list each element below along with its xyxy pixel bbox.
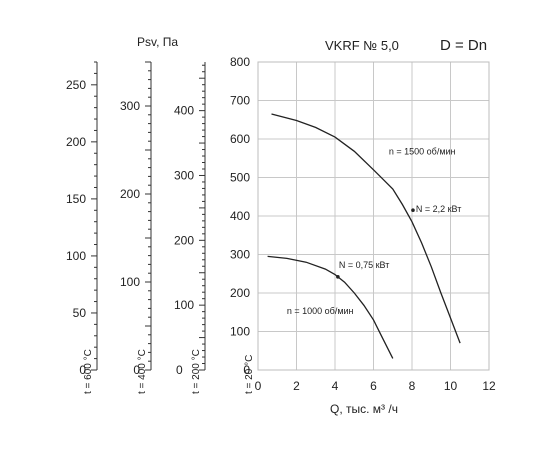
temperature-axis-tick-label: 200	[174, 233, 194, 247]
y-tick-label: 800	[230, 55, 250, 69]
series	[267, 113, 461, 359]
grid	[257, 61, 490, 371]
x-tick-label: 10	[444, 379, 458, 393]
temperature-axis-tick-label: 100	[120, 275, 140, 289]
temperature-axis-tick-label: 0	[133, 363, 140, 377]
y-tick-label: 100	[230, 325, 250, 339]
x-axis: 0 2 4 6 8 10 12	[255, 379, 496, 393]
x-tick-label: 12	[482, 379, 496, 393]
plot-area: 0 2 4 6 8 10 12 0 100 200 300 400 500 600 700 800 n = …	[230, 55, 496, 393]
annotation-label: N = 0,75 кВт	[339, 260, 390, 270]
temperature-axis-tick-label: 200	[120, 187, 140, 201]
y-axis: 0 100 200 300 400 500 600 700 800	[230, 55, 250, 377]
temperature-axis-tick-label: 250	[66, 78, 86, 92]
x-tick-label: 4	[332, 379, 339, 393]
y-tick-label: 0	[243, 363, 250, 377]
series-line-1	[271, 113, 461, 344]
y-tick-label: 500	[230, 171, 250, 185]
x-tick-label: 2	[293, 379, 300, 393]
y-tick-label: 600	[230, 132, 250, 146]
temperature-axis-tick-label: 50	[73, 306, 87, 320]
temperature-axis-tick-label: 0	[79, 363, 86, 377]
y-tick-label: 400	[230, 209, 250, 223]
temperature-axis-tick-label: 400	[174, 104, 194, 118]
annotation-label: N = 2,2 кВт	[416, 204, 462, 214]
y-tick-label: 300	[230, 248, 250, 262]
chart-subtitle: D = Dn	[440, 37, 487, 54]
chart-title: VKRF № 5,0	[325, 38, 399, 53]
temperature-axis-tick-label: 300	[120, 99, 140, 113]
temperature-axis-label: t = 600 °C	[83, 349, 94, 394]
temperature-axis-tick-label: 100	[174, 298, 194, 312]
annotation-label: n = 1000 об/мин	[287, 306, 354, 316]
power-marker	[336, 275, 340, 279]
temperature-axis-tick-label: 150	[66, 192, 86, 206]
power-marker	[411, 208, 415, 213]
temperature-axis-tick-label: 100	[66, 249, 86, 263]
x-tick-label: 8	[409, 379, 416, 393]
temperature-axis-tick-label: 300	[174, 168, 194, 182]
x-tick-label: 0	[255, 379, 262, 393]
temperature-axis-label: t = 400 °C	[137, 349, 148, 394]
temperature-axis-label: t = 20 °C	[244, 355, 255, 394]
x-tick-label: 6	[370, 379, 377, 393]
temperature-axis-label: t = 200 °C	[191, 349, 202, 394]
temperature-axis-tick-label: 0	[176, 363, 183, 377]
series-line-2	[267, 255, 394, 359]
annotation-label: n = 1500 об/мин	[389, 146, 456, 156]
y-tick-label: 200	[230, 286, 250, 300]
annotations: n = 1500 об/мин N = 2,2 кВт N = 0,75 кВт n …	[287, 146, 462, 316]
temperature-axis-tick-label: 200	[66, 135, 86, 149]
plot-frame	[257, 61, 490, 371]
y-axis-label: Psv, Па	[137, 35, 178, 49]
x-axis-label: Q, тыс. м³ /ч	[330, 402, 398, 416]
y-tick-label: 700	[230, 94, 250, 108]
